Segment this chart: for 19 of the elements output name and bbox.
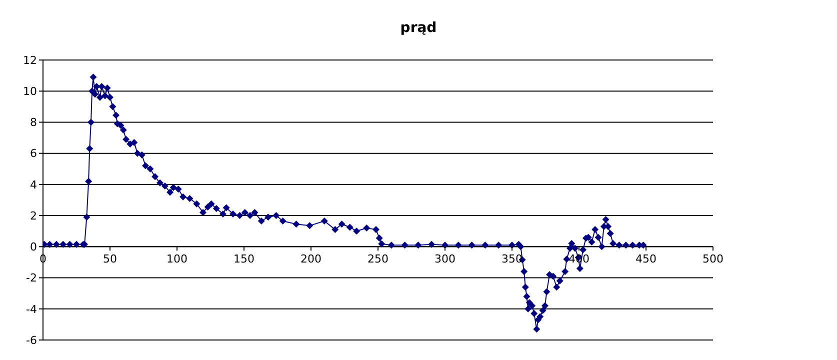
y-tick-label: 0: [30, 240, 37, 254]
x-tick-label: 100: [166, 252, 188, 266]
x-tick-label: 200: [300, 252, 322, 266]
y-tick-label: -2: [26, 272, 37, 285]
y-tick-label: 2: [30, 209, 37, 222]
chart-title: prąd: [399, 20, 438, 36]
y-tick-label: 4: [30, 178, 37, 192]
y-tick-label: 10: [23, 85, 37, 98]
y-tick-label: -4: [26, 302, 37, 316]
x-tick-label: 300: [434, 252, 456, 266]
y-tick-label: -6: [26, 334, 37, 347]
x-tick-label: 250: [368, 252, 388, 266]
y-tick-label: 6: [30, 147, 37, 160]
x-tick-label: 50: [103, 252, 117, 266]
x-tick-label: 500: [702, 252, 724, 266]
x-tick-label: 450: [636, 252, 656, 266]
x-tick-label: 150: [234, 252, 254, 266]
y-tick-label: 12: [23, 54, 37, 67]
y-tick-label: 8: [30, 116, 37, 130]
